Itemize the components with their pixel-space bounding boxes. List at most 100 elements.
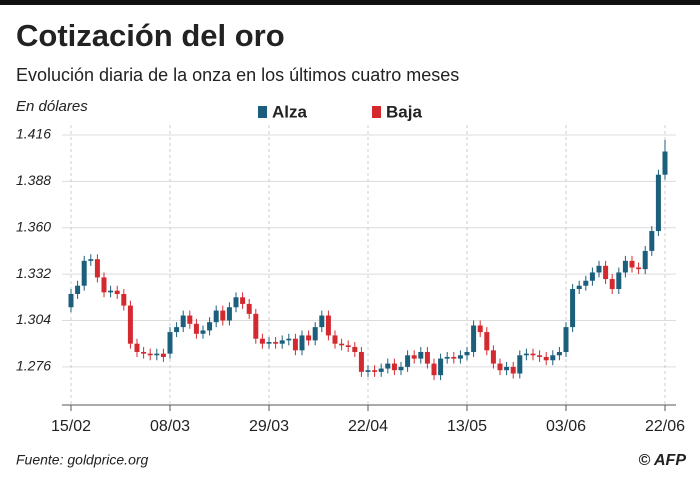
candle-body <box>187 315 193 324</box>
candle-body <box>622 260 628 273</box>
candle-body <box>596 265 602 273</box>
candle-body <box>94 259 100 278</box>
candle-body <box>193 323 199 334</box>
candle-body <box>457 355 463 359</box>
candle-body <box>68 293 74 308</box>
candle-body <box>259 338 265 344</box>
y-tick-label: 1.360 <box>16 218 51 234</box>
source: Fuente: goldprice.org <box>16 452 149 468</box>
candle-body <box>372 370 378 372</box>
candle-body <box>405 355 411 367</box>
candle-body <box>358 351 364 372</box>
candle-body <box>286 338 292 341</box>
candle-body <box>200 330 206 334</box>
candle-body <box>147 353 153 356</box>
candle-body <box>108 290 114 293</box>
candle-body <box>306 335 312 341</box>
candle-body <box>88 259 94 261</box>
candle-body <box>636 267 642 270</box>
chart-title: Cotización del oro <box>16 18 285 53</box>
candle-body <box>207 322 213 331</box>
y-tick-label: 1.276 <box>16 358 51 374</box>
y-tick-label: 1.332 <box>16 265 51 281</box>
candle-body <box>451 356 457 359</box>
candle-body <box>576 285 582 290</box>
candle-body <box>583 280 589 286</box>
x-tick-label: 08/03 <box>150 418 190 435</box>
x-tick-label: 13/05 <box>447 418 487 435</box>
candle-body <box>550 355 556 361</box>
y-tick-label: 1.388 <box>16 172 51 188</box>
candle-body <box>240 297 246 304</box>
candle-body <box>589 272 595 281</box>
candle-body <box>114 290 120 294</box>
candle-body <box>391 363 397 371</box>
candle-body <box>213 310 219 323</box>
candle-body <box>299 335 305 351</box>
candle-body <box>523 353 529 356</box>
legend-label: Baja <box>386 102 422 121</box>
y-tick-label: 1.304 <box>16 311 51 327</box>
candle-body <box>101 277 107 293</box>
candle-body <box>141 351 147 354</box>
candle-body <box>616 272 622 290</box>
candle-body <box>649 231 655 251</box>
x-tick-label: 29/03 <box>249 418 289 435</box>
candle-body <box>121 293 127 306</box>
candle-body <box>444 356 450 359</box>
candle-body <box>570 289 576 328</box>
candle-body <box>253 313 259 339</box>
candle-body <box>563 327 569 352</box>
candle-body <box>160 353 166 357</box>
candle-body <box>418 351 424 359</box>
x-tick-label: 15/02 <box>51 418 91 435</box>
candle-body <box>134 343 140 352</box>
legend-swatch <box>258 106 267 118</box>
candle-body <box>312 327 318 341</box>
legend-swatch <box>372 106 381 118</box>
candle-body <box>424 351 430 364</box>
candle-body <box>490 350 496 364</box>
x-tick-label: 22/06 <box>645 418 685 435</box>
candle-body <box>431 363 437 376</box>
candle-body <box>510 366 516 374</box>
candle-body <box>556 351 562 356</box>
candle-body <box>319 315 325 328</box>
candle-body <box>609 279 615 290</box>
candle-body <box>398 366 404 371</box>
candle-body <box>246 303 252 314</box>
y-axis-label: En dólares <box>16 98 88 115</box>
candle-body <box>543 356 549 361</box>
candle-body <box>629 260 635 268</box>
candle-body <box>273 342 279 344</box>
candle-body <box>497 363 503 371</box>
candle-body <box>411 355 417 359</box>
candle-body <box>266 342 272 344</box>
candle-body <box>438 358 444 376</box>
candle-body <box>292 338 298 351</box>
candle-body <box>75 285 81 294</box>
candle-body <box>537 355 543 357</box>
candle-body <box>332 335 338 344</box>
candle-body <box>279 340 285 344</box>
candle-body <box>226 307 232 321</box>
candle-body <box>325 315 331 336</box>
candle-body <box>233 297 239 308</box>
candle-body <box>174 327 180 333</box>
top-bar <box>0 0 700 5</box>
candle-body <box>477 325 483 333</box>
y-tick-label: 1.416 <box>16 126 51 142</box>
candle-body <box>365 370 371 372</box>
candle-body <box>655 174 661 232</box>
candle-body <box>642 250 648 270</box>
x-tick-label: 03/06 <box>546 418 586 435</box>
candle-body <box>127 305 133 344</box>
candle-body <box>220 310 226 321</box>
candle-body <box>517 355 523 374</box>
candle-body <box>345 345 351 348</box>
candle-body <box>471 325 477 352</box>
candle-body <box>154 353 160 356</box>
legend-label: Alza <box>272 102 308 121</box>
candle-body <box>464 351 470 356</box>
